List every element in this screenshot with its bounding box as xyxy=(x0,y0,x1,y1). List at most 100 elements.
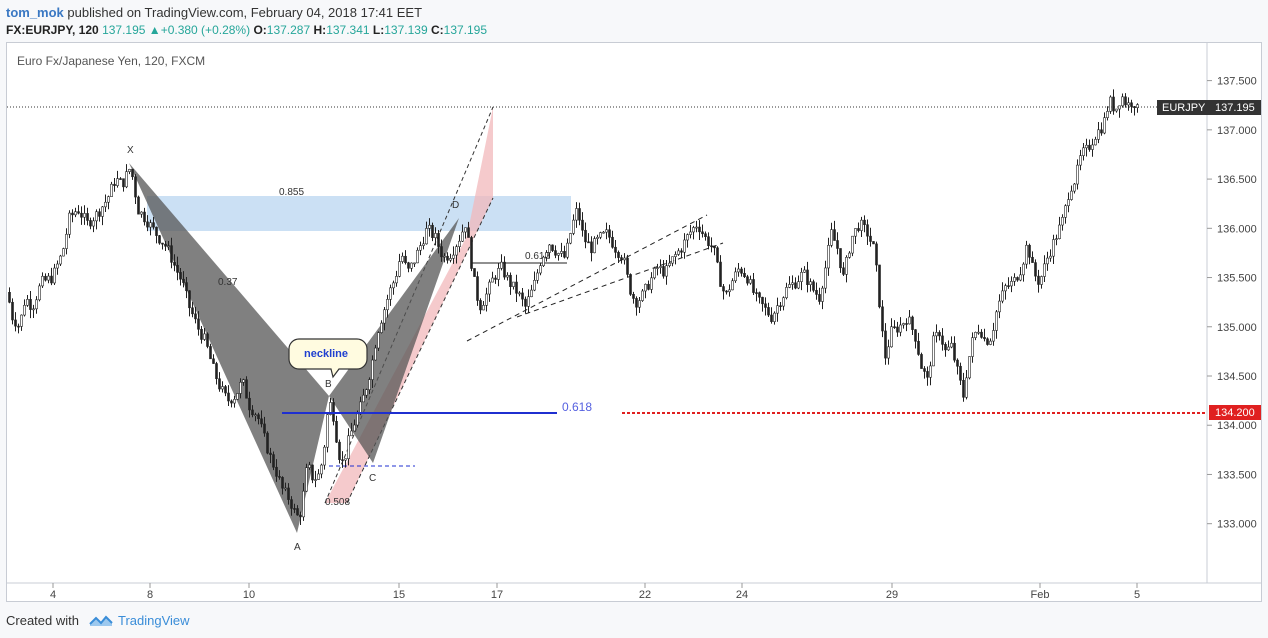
candle xyxy=(440,239,443,262)
candle xyxy=(860,216,863,237)
symbol-label[interactable]: FX:EURJPY, 120 xyxy=(6,23,99,37)
candle xyxy=(986,337,989,346)
candle xyxy=(227,385,230,407)
candle xyxy=(878,264,881,309)
candle xyxy=(1028,243,1031,265)
candle xyxy=(629,273,632,296)
candle xyxy=(8,287,11,304)
chart-panel[interactable]: Euro Fx/Japanese Yen, 120, FXCM 0.855 X … xyxy=(6,42,1262,602)
candle xyxy=(542,255,545,268)
candle xyxy=(338,439,341,464)
candle xyxy=(716,246,719,264)
candle xyxy=(683,233,686,259)
candle xyxy=(251,405,254,418)
candle xyxy=(437,229,440,254)
candle xyxy=(1037,269,1040,293)
candle xyxy=(980,329,983,339)
time-axis: 4 8 10 15 17 22 24 29 Feb 5 xyxy=(50,583,1140,601)
candle xyxy=(1055,234,1058,246)
candle xyxy=(929,361,932,386)
candle xyxy=(575,202,578,228)
candle xyxy=(455,244,458,264)
tradingview-logo-icon[interactable] xyxy=(88,612,114,630)
candle xyxy=(617,250,620,264)
last-price: 137.195 xyxy=(102,23,146,37)
candle xyxy=(761,296,764,312)
candle xyxy=(161,242,164,250)
close-value: 137.195 xyxy=(443,23,488,37)
candle xyxy=(167,240,170,250)
candle xyxy=(569,232,572,245)
candle xyxy=(1082,142,1085,161)
candle xyxy=(953,336,956,363)
candle xyxy=(302,482,305,521)
candle xyxy=(335,415,338,444)
candle xyxy=(77,205,80,215)
candle xyxy=(311,464,314,484)
candle xyxy=(350,422,353,437)
candle xyxy=(863,215,866,233)
candle xyxy=(260,410,263,428)
candle xyxy=(611,230,614,249)
candle xyxy=(707,232,710,250)
candle xyxy=(1070,185,1073,201)
candle xyxy=(197,311,200,336)
point-b: B xyxy=(325,379,332,390)
candle xyxy=(809,278,812,292)
candle xyxy=(293,503,296,514)
candle xyxy=(479,298,482,315)
candle xyxy=(299,511,302,526)
candle xyxy=(923,366,926,379)
ratio-xd: 0.855 xyxy=(279,187,304,198)
candle xyxy=(317,469,320,481)
chart-svg[interactable]: Euro Fx/Japanese Yen, 120, FXCM 0.855 X … xyxy=(7,43,1261,601)
candle xyxy=(1001,282,1004,304)
publish-line: tom_mok published on TradingView.com, Fe… xyxy=(6,5,422,20)
candle xyxy=(287,483,290,505)
x-tick-label-4: 17 xyxy=(491,589,503,601)
candle xyxy=(737,263,740,277)
candle xyxy=(1118,105,1121,118)
candle xyxy=(65,228,68,255)
candle xyxy=(596,234,599,245)
candle xyxy=(695,220,698,233)
neckline-callout[interactable]: neckline xyxy=(288,338,368,379)
y-tick-label-8: 133.500 xyxy=(1217,469,1257,481)
candle xyxy=(257,412,260,425)
candle xyxy=(56,260,59,275)
candle xyxy=(248,391,251,418)
candle xyxy=(1019,267,1022,282)
candle xyxy=(386,294,389,318)
candle xyxy=(20,314,23,331)
candle xyxy=(584,222,587,249)
candle xyxy=(656,263,659,276)
candle xyxy=(578,202,581,226)
candle xyxy=(1031,251,1034,263)
candle xyxy=(1064,204,1067,224)
candle xyxy=(938,330,941,341)
tradingview-brand[interactable]: TradingView xyxy=(118,613,190,628)
candle xyxy=(905,318,908,332)
candle xyxy=(890,318,893,348)
candle xyxy=(104,194,107,213)
candle xyxy=(995,310,998,339)
candle xyxy=(896,321,899,337)
author-name[interactable]: tom_mok xyxy=(6,5,64,20)
candle xyxy=(173,254,176,272)
candle xyxy=(1106,106,1109,121)
candle xyxy=(1088,139,1091,152)
candle xyxy=(17,323,20,334)
candle xyxy=(449,253,452,263)
point-a: A xyxy=(294,542,301,553)
candle xyxy=(164,240,167,252)
candle xyxy=(215,361,218,385)
candle xyxy=(638,296,641,314)
candle xyxy=(932,331,935,367)
candle xyxy=(314,470,317,488)
candle xyxy=(848,251,851,259)
ratio-xb: 0.37 xyxy=(218,277,238,288)
candle xyxy=(911,315,914,335)
candle xyxy=(623,253,626,265)
y-tick-label-7: 134.000 xyxy=(1217,420,1257,432)
candle xyxy=(806,261,809,293)
